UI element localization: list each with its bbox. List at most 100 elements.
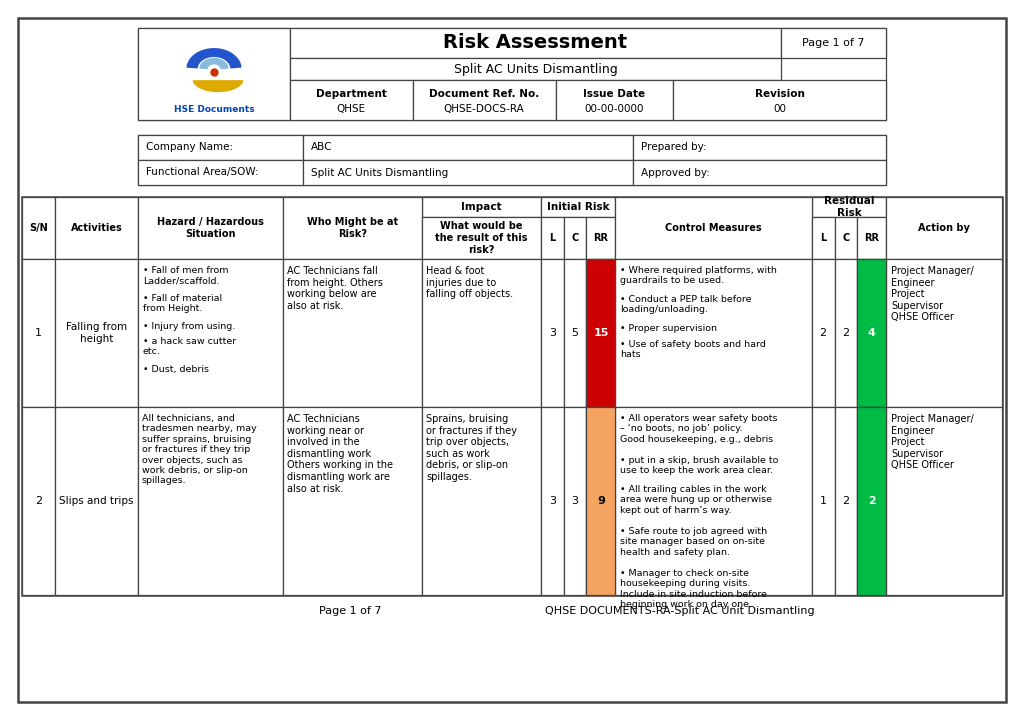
Bar — [22, 259, 55, 407]
Text: All technicians, and
tradesmen nearby, may
suffer sprains, bruising
or fractures: All technicians, and tradesmen nearby, m… — [141, 414, 257, 485]
Text: • All trailing cables in the work
area were hung up or otherwise
kept out of har: • All trailing cables in the work area w… — [621, 485, 772, 515]
Bar — [138, 28, 886, 120]
Bar — [633, 160, 886, 185]
Bar — [413, 80, 555, 120]
Bar — [812, 407, 835, 595]
Bar — [615, 407, 812, 595]
Text: QHSE DOCUMENTS-RA-Split AC Unit Dismantling: QHSE DOCUMENTS-RA-Split AC Unit Dismantl… — [545, 606, 815, 616]
Text: 2: 2 — [843, 496, 850, 506]
Text: • Fall of material
from Height.: • Fall of material from Height. — [142, 294, 222, 313]
Bar — [587, 259, 615, 407]
Text: What would be
the result of this
risk?: What would be the result of this risk? — [435, 222, 527, 255]
Text: Page 1 of 7: Page 1 of 7 — [802, 38, 864, 48]
Text: C: C — [843, 233, 850, 243]
Bar — [555, 80, 673, 120]
Bar — [283, 407, 422, 595]
Text: 3: 3 — [549, 496, 556, 506]
Bar — [673, 80, 886, 120]
Text: L: L — [820, 233, 826, 243]
Text: • Fall of men from
Ladder/scaffold.: • Fall of men from Ladder/scaffold. — [142, 266, 228, 285]
Text: RR: RR — [864, 233, 880, 243]
Text: AC Technicians fall
from height. Others
working below are
also at risk.: AC Technicians fall from height. Others … — [287, 266, 382, 311]
Text: Risk Assessment: Risk Assessment — [443, 34, 628, 53]
Text: • Dust, debris: • Dust, debris — [142, 365, 209, 374]
Bar — [22, 197, 1002, 595]
Bar — [812, 197, 886, 217]
Polygon shape — [200, 58, 228, 68]
Bar — [835, 217, 857, 259]
Text: 4: 4 — [867, 328, 876, 338]
Bar — [138, 197, 283, 259]
Text: Head & foot
injuries due to
falling off objects.: Head & foot injuries due to falling off … — [426, 266, 513, 300]
Bar — [283, 197, 422, 259]
Bar — [615, 197, 812, 259]
Bar — [812, 217, 835, 259]
Text: QHSE: QHSE — [337, 104, 366, 114]
Bar — [138, 259, 283, 407]
Text: Revision: Revision — [755, 89, 805, 99]
Bar — [138, 407, 283, 595]
Bar — [422, 407, 541, 595]
Text: Company Name:: Company Name: — [146, 143, 233, 153]
Text: Hazard / Hazardous
Situation: Hazard / Hazardous Situation — [157, 217, 263, 239]
Text: 00: 00 — [773, 104, 786, 114]
Bar — [541, 259, 563, 407]
Bar — [835, 259, 857, 407]
Bar — [587, 407, 615, 595]
Bar — [283, 259, 422, 407]
Bar — [857, 259, 886, 407]
Text: Sprains, bruising
or fractures if they
trip over objects,
such as work
debris, o: Sprains, bruising or fractures if they t… — [426, 414, 517, 482]
Bar — [290, 28, 781, 58]
Text: Who Might be at
Risk?: Who Might be at Risk? — [307, 217, 398, 239]
Text: • Safe route to job agreed with
site manager based on on-site
health and safety : • Safe route to job agreed with site man… — [621, 527, 768, 557]
Text: Initial Risk: Initial Risk — [547, 202, 609, 212]
Bar — [55, 259, 138, 407]
Bar — [886, 407, 1002, 595]
Bar — [633, 135, 886, 160]
Text: Residual
Risk: Residual Risk — [823, 197, 874, 217]
Text: • Where required platforms, with
guardrails to be used.: • Where required platforms, with guardra… — [621, 266, 777, 285]
Text: Issue Date: Issue Date — [584, 89, 645, 99]
Bar — [55, 407, 138, 595]
Text: Department: Department — [316, 89, 387, 99]
Bar — [541, 197, 615, 217]
Text: Split AC Units Dismantling: Split AC Units Dismantling — [454, 63, 617, 76]
Bar — [615, 259, 812, 407]
Bar — [55, 197, 138, 259]
Text: HSE Documents: HSE Documents — [174, 104, 254, 114]
Text: • Injury from using.: • Injury from using. — [142, 322, 236, 331]
Bar — [781, 28, 886, 58]
Bar — [835, 407, 857, 595]
Bar — [857, 259, 886, 407]
Bar — [22, 407, 55, 595]
Polygon shape — [187, 49, 241, 68]
Bar — [563, 259, 587, 407]
Bar — [587, 407, 615, 595]
Bar — [587, 259, 615, 407]
Text: • a hack saw cutter
etc.: • a hack saw cutter etc. — [142, 337, 236, 356]
Text: Activities: Activities — [71, 223, 122, 233]
Text: C: C — [571, 233, 579, 243]
Text: 15: 15 — [593, 328, 608, 338]
Bar — [290, 58, 781, 80]
Text: 3: 3 — [549, 328, 556, 338]
Text: • put in a skip, brush available to
use to keep the work area clear.: • put in a skip, brush available to use … — [621, 456, 778, 475]
Bar — [303, 135, 633, 160]
Text: Prepared by:: Prepared by: — [641, 143, 707, 153]
Bar — [422, 197, 541, 217]
Text: Action by: Action by — [919, 223, 970, 233]
Bar — [587, 217, 615, 259]
Bar — [22, 197, 55, 259]
Bar — [422, 259, 541, 407]
Bar — [812, 259, 835, 407]
Text: 00-00-0000: 00-00-0000 — [585, 104, 644, 114]
Text: • Use of safety boots and hard
hats: • Use of safety boots and hard hats — [621, 340, 766, 359]
Text: 1: 1 — [819, 496, 826, 506]
Text: RR: RR — [593, 233, 608, 243]
Text: Slips and trips: Slips and trips — [59, 496, 134, 506]
Text: 2: 2 — [843, 328, 850, 338]
Text: Impact: Impact — [461, 202, 502, 212]
Bar — [563, 217, 587, 259]
Text: Page 1 of 7: Page 1 of 7 — [318, 606, 381, 616]
Text: QHSE-DOCS-RA: QHSE-DOCS-RA — [443, 104, 524, 114]
